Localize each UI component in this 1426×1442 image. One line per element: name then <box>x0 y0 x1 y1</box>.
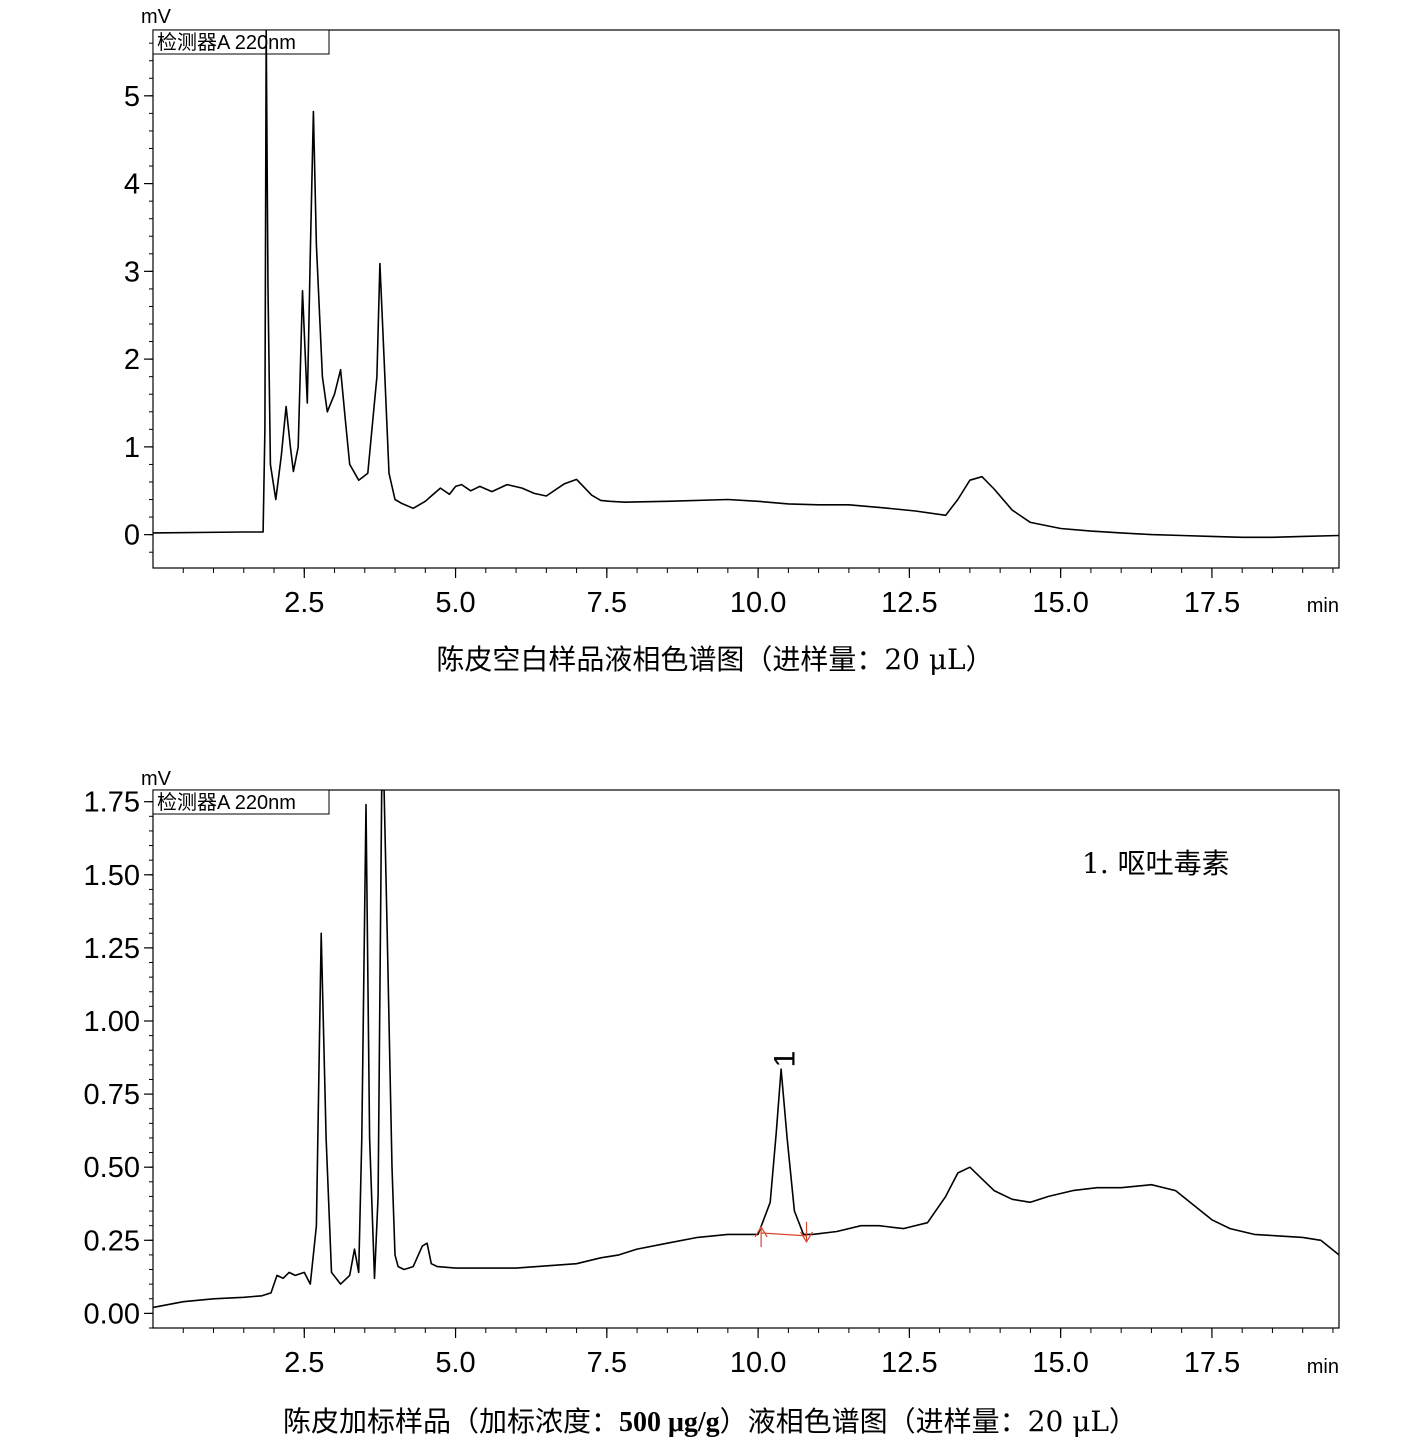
caption-bold-part: 500 μg/g <box>619 1407 720 1438</box>
chart-caption: 陈皮加标样品（加标浓度：500 μg/g）液相色谱图（进样量：20 μL） <box>0 1400 1426 1440</box>
x-axis-unit-label: min <box>1307 595 1339 617</box>
chart-caption: 陈皮空白样品液相色谱图（进样量：20 μL） <box>0 638 1426 678</box>
x-tick-label: 2.5 <box>284 587 324 619</box>
y-tick-label: 4 <box>124 169 140 201</box>
x-tick-label: 5.0 <box>435 1347 475 1379</box>
y-tick-label: 1 <box>124 432 140 464</box>
y-tick-label: 3 <box>124 256 140 288</box>
chromatogram-trace <box>153 30 1339 539</box>
x-tick-label: 15.0 <box>1032 587 1088 619</box>
x-axis: 2.5 5.0 7.5 10.0 12.5 15.0 17.5 <box>182 1328 1334 1379</box>
baseline-end-marker <box>799 1221 814 1244</box>
y-tick-label: 1.25 <box>84 933 140 965</box>
chromatogram-trace <box>153 790 1339 1309</box>
x-tick-label: 12.5 <box>881 587 937 619</box>
chart-panel-spiked-sample: mV 检测器A 220nm 0.00 0.25 0.50 0.75 1.00 1.25 1.… <box>84 768 1340 1379</box>
caption-part: 陈皮加标样品（加标浓度： <box>283 1405 620 1438</box>
peak-number-label: 1 <box>768 1051 801 1068</box>
y-axis: 0.00 0.25 0.50 0.75 1.00 1.25 1.50 1.75 <box>84 787 153 1330</box>
x-tick-label: 5.0 <box>435 587 475 619</box>
chart-panel-blank-sample: mV 检测器A 220nm 0 1 2 3 4 5 2.5 5.0 7.5 10.0 12.5 15… <box>124 6 1340 619</box>
detector-label-box <box>152 29 330 55</box>
x-tick-label: 7.5 <box>587 1347 627 1379</box>
caption-part: ）液相色谱图（进样量：20 μL） <box>719 1405 1137 1438</box>
peak-legend-annotation: 1. 呕吐毒素 <box>1082 847 1230 880</box>
x-tick-label: 12.5 <box>881 1347 937 1379</box>
plot-frame <box>152 789 1340 1329</box>
x-tick-label: 10.0 <box>730 1347 786 1379</box>
x-tick-label: 2.5 <box>284 1347 324 1379</box>
y-tick-label: 2 <box>124 344 140 376</box>
detector-label-box <box>152 789 330 815</box>
plot-frame <box>152 29 1340 569</box>
y-tick-label: 5 <box>124 81 140 113</box>
caption-part: 陈皮空白样品液相色谱图（进样量：20 μL） <box>436 643 994 676</box>
x-tick-label: 10.0 <box>730 587 786 619</box>
x-axis: 2.5 5.0 7.5 10.0 12.5 15.0 17.5 <box>182 568 1334 619</box>
y-tick-label: 0.75 <box>84 1079 140 1111</box>
y-tick-label: 1.75 <box>84 787 140 819</box>
detector-label: 检测器A 220nm <box>157 791 296 814</box>
y-tick-label: 1.00 <box>84 1006 140 1038</box>
y-tick-label: 0.50 <box>84 1152 140 1184</box>
integration-baseline <box>761 1232 807 1237</box>
traces: 1 <box>153 790 1339 1309</box>
x-tick-label: 17.5 <box>1184 587 1240 619</box>
y-tick-label: 1.50 <box>84 860 140 892</box>
y-tick-label: 0 <box>124 520 140 552</box>
y-tick-label: 0.00 <box>84 1298 140 1330</box>
detector-label: 检测器A 220nm <box>157 31 296 54</box>
x-tick-label: 15.0 <box>1032 1347 1088 1379</box>
x-tick-label: 7.5 <box>587 587 627 619</box>
y-axis: 0 1 2 3 4 5 <box>124 42 153 553</box>
y-axis-unit-label: mV <box>141 6 172 28</box>
baseline-start-marker <box>754 1225 768 1247</box>
y-tick-label: 0.25 <box>84 1225 140 1257</box>
traces <box>153 30 1339 539</box>
y-axis-unit-label: mV <box>141 768 172 790</box>
x-axis-unit-label: min <box>1307 1356 1339 1378</box>
x-tick-label: 17.5 <box>1184 1347 1240 1379</box>
